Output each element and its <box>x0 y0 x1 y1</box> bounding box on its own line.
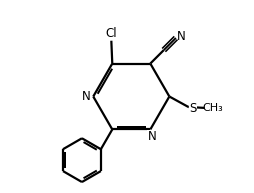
Text: N: N <box>81 90 90 103</box>
Text: S: S <box>189 102 196 115</box>
Text: Cl: Cl <box>105 27 117 40</box>
Text: N: N <box>177 30 185 43</box>
Text: N: N <box>147 130 156 143</box>
Text: CH₃: CH₃ <box>202 103 223 113</box>
